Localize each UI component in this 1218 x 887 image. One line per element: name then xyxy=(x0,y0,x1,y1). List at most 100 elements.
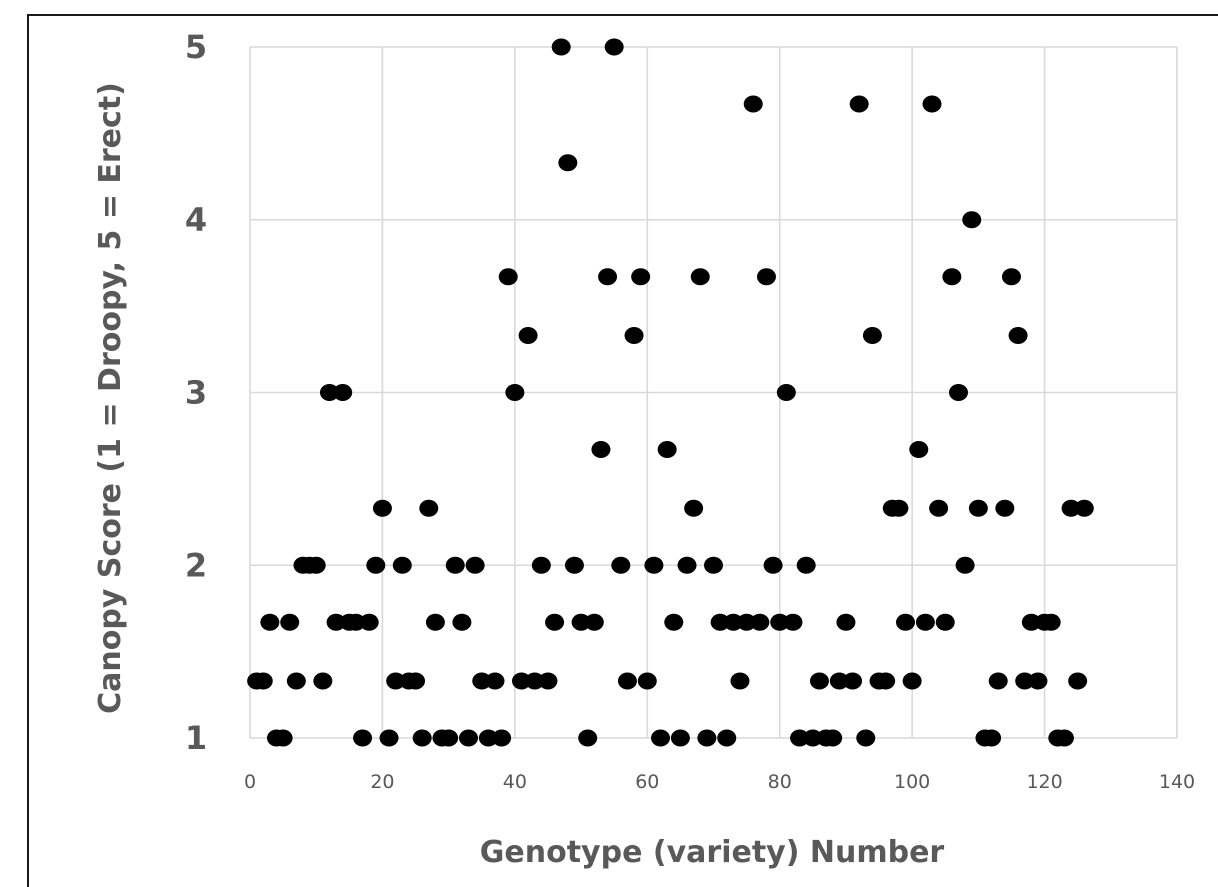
data-point xyxy=(531,556,551,574)
x-tick-labels: 0 20 40 60 80 100 120 140 xyxy=(244,771,1195,793)
x-tick-label: 140 xyxy=(1159,771,1195,793)
data-point xyxy=(406,672,426,690)
data-point xyxy=(909,441,929,459)
data-point xyxy=(968,499,988,517)
data-point xyxy=(591,441,611,459)
data-point xyxy=(690,268,710,286)
y-tick-label: 1 xyxy=(185,719,207,757)
x-tick-label: 120 xyxy=(1026,771,1062,793)
data-point xyxy=(353,729,373,747)
data-point xyxy=(313,672,333,690)
data-point xyxy=(478,729,498,747)
data-point xyxy=(1001,268,1021,286)
data-point xyxy=(862,326,882,344)
data-point xyxy=(902,672,922,690)
data-point xyxy=(386,672,406,690)
x-tick-label: 100 xyxy=(894,771,930,793)
data-point xyxy=(717,729,737,747)
y-tick-label: 2 xyxy=(185,546,207,584)
y-tick-labels: 1 2 3 4 5 xyxy=(185,28,207,757)
data-point xyxy=(280,613,300,631)
data-point xyxy=(644,556,664,574)
data-point xyxy=(637,672,657,690)
data-point xyxy=(962,211,982,229)
data-point xyxy=(485,672,505,690)
data-point xyxy=(617,672,637,690)
data-point xyxy=(333,384,353,401)
y-axis-title: Canopy Score (1 = Droopy, 5 = Erect) xyxy=(93,82,128,714)
data-point xyxy=(935,613,955,631)
data-point xyxy=(770,613,790,631)
data-point xyxy=(988,672,1008,690)
data-point xyxy=(849,95,869,113)
data-point xyxy=(955,556,975,574)
x-tick-label: 80 xyxy=(768,771,792,793)
data-point xyxy=(598,268,618,286)
data-point xyxy=(743,95,763,113)
data-point xyxy=(425,613,445,631)
data-point xyxy=(366,556,386,574)
data-point xyxy=(982,729,1002,747)
data-point xyxy=(803,729,823,747)
data-point xyxy=(1074,499,1094,517)
data-point xyxy=(843,672,863,690)
data-point xyxy=(538,672,558,690)
data-point xyxy=(889,499,909,517)
data-point xyxy=(856,729,876,747)
data-point xyxy=(876,672,896,690)
data-point xyxy=(948,384,968,401)
data-point xyxy=(896,613,916,631)
data-point xyxy=(697,729,717,747)
data-point xyxy=(379,729,399,747)
data-point xyxy=(498,268,518,286)
data-points xyxy=(247,38,1094,747)
data-point xyxy=(518,326,538,344)
data-point xyxy=(452,613,472,631)
gridlines xyxy=(249,46,1178,739)
data-point xyxy=(392,556,412,574)
y-tick-label: 5 xyxy=(185,28,207,66)
data-point xyxy=(511,672,531,690)
data-point xyxy=(564,556,584,574)
data-point xyxy=(723,613,743,631)
data-point xyxy=(346,613,366,631)
data-point xyxy=(319,384,339,401)
data-point xyxy=(737,613,757,631)
x-tick-label: 60 xyxy=(635,771,659,793)
data-point xyxy=(677,556,697,574)
data-point xyxy=(750,613,770,631)
data-point xyxy=(1015,672,1035,690)
data-point xyxy=(286,672,306,690)
data-point xyxy=(372,499,392,517)
data-point xyxy=(492,729,512,747)
data-point xyxy=(558,154,578,172)
x-tick-label: 40 xyxy=(503,771,527,793)
data-point xyxy=(710,613,730,631)
data-point xyxy=(823,729,843,747)
data-point xyxy=(664,613,684,631)
data-point xyxy=(1008,326,1028,344)
data-point xyxy=(1068,672,1088,690)
data-point xyxy=(359,613,379,631)
data-point xyxy=(783,613,803,631)
data-point xyxy=(657,441,677,459)
data-point xyxy=(419,499,439,517)
data-point xyxy=(505,384,525,401)
data-point xyxy=(790,729,810,747)
data-point xyxy=(829,672,849,690)
data-point xyxy=(1061,499,1081,517)
data-point xyxy=(809,672,829,690)
data-point xyxy=(578,729,598,747)
data-point xyxy=(651,729,671,747)
x-tick-label: 0 xyxy=(244,771,256,793)
data-point xyxy=(551,38,571,56)
data-point xyxy=(624,326,644,344)
data-point xyxy=(704,556,723,574)
data-point xyxy=(1041,613,1061,631)
data-point xyxy=(836,613,856,631)
data-point xyxy=(465,556,485,574)
data-point xyxy=(915,613,935,631)
data-point xyxy=(412,729,432,747)
data-point xyxy=(776,384,796,401)
